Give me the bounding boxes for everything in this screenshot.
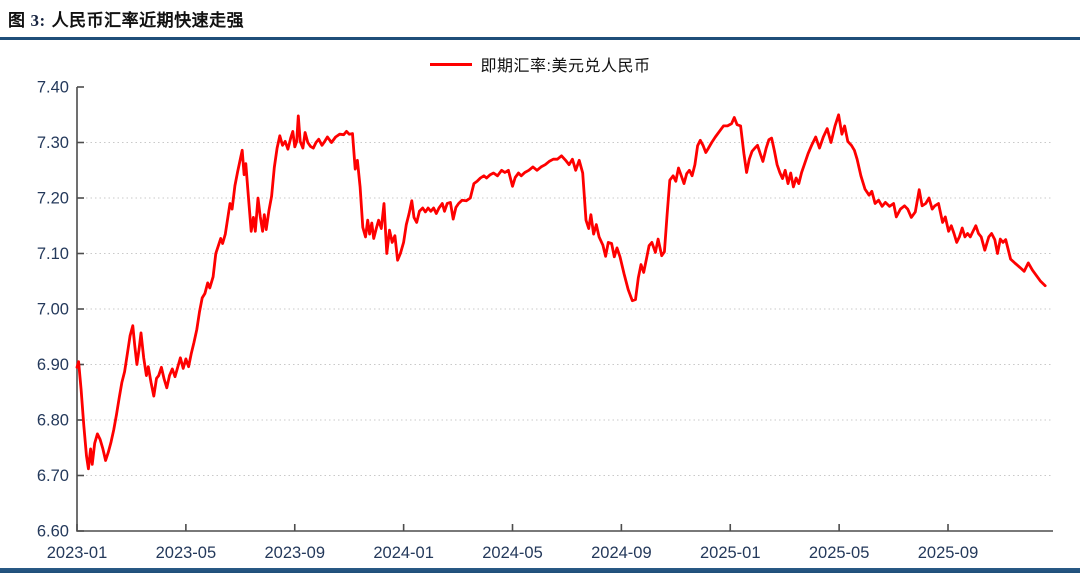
axis-lines: [76, 87, 1053, 532]
footer-divider: [0, 568, 1080, 573]
figure-title: 图 3: 人民币汇率近期快速走强: [8, 6, 244, 31]
legend-line-swatch: [429, 62, 472, 66]
title-divider: [0, 37, 1080, 40]
x-tick-label: 2024-09: [591, 544, 652, 562]
figure-number: 3:: [30, 11, 46, 30]
x-tick-label: 2023-01: [47, 544, 108, 562]
y-tick-label: 7.00: [37, 301, 69, 319]
legend-label: 即期汇率:美元兑人民币: [480, 58, 651, 75]
x-tick-label: 2025-05: [809, 544, 870, 562]
y-tick-label: 7.10: [37, 245, 69, 263]
figure-title-prefix: 图: [8, 11, 26, 30]
chart-legend: 即期汇率:美元兑人民币: [0, 54, 1080, 75]
y-tick-label: 6.80: [37, 412, 69, 430]
y-tick-label: 7.20: [37, 190, 69, 208]
y-tick-label: 7.30: [37, 134, 69, 152]
x-tick-label: 2024-05: [482, 544, 543, 562]
y-tick-label: 6.60: [37, 523, 69, 541]
x-tick-label: 2024-01: [373, 544, 434, 562]
x-tick-label: 2023-05: [156, 544, 217, 562]
y-tick-label: 7.40: [37, 79, 69, 97]
figure-title-text: 人民币汇率近期快速走强: [51, 11, 245, 30]
x-tick-label: 2025-09: [918, 544, 979, 562]
y-tick-label: 6.70: [37, 467, 69, 485]
x-tick-label: 2023-09: [264, 544, 325, 562]
x-tick-label: 2025-01: [700, 544, 761, 562]
spot-rate-line: [75, 113, 1047, 471]
y-tick-label: 6.90: [37, 356, 69, 374]
